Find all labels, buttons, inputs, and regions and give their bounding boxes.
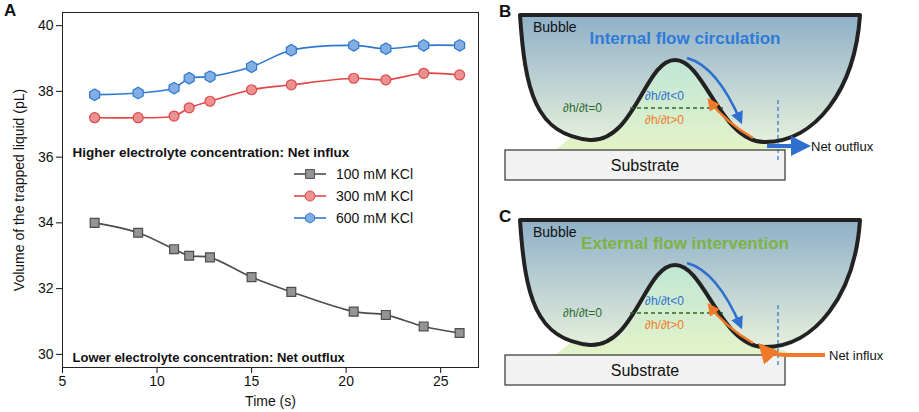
svg-text:38: 38	[38, 83, 54, 99]
svg-text:∂h/∂t<0: ∂h/∂t<0	[645, 294, 684, 308]
svg-text:B: B	[499, 2, 511, 21]
svg-text:External flow intervention: External flow intervention	[581, 234, 789, 253]
svg-text:∂h/∂t=0: ∂h/∂t=0	[563, 306, 602, 320]
html-text:300 mM KCl: 300 mM KCl	[336, 188, 413, 204]
svg-text:C: C	[499, 207, 511, 226]
html-text:600 mM KCl: 600 mM KCl	[336, 210, 413, 226]
svg-text:10: 10	[149, 373, 165, 389]
svg-text:Bubble: Bubble	[533, 224, 577, 240]
svg-text:36: 36	[38, 149, 54, 165]
svg-text:Substrate: Substrate	[611, 362, 680, 379]
html-text:100 mM KCl: 100 mM KCl	[336, 166, 413, 182]
html-text:A: A	[4, 1, 17, 20]
svg-text:∂h/∂t>0: ∂h/∂t>0	[645, 318, 684, 332]
svg-text:Higher electrolyte concentrati: Higher electrolyte concentration: Net in…	[73, 145, 350, 160]
svg-text:Net influx: Net influx	[829, 348, 884, 363]
svg-text:∂h/∂t<0: ∂h/∂t<0	[645, 89, 684, 103]
svg-text:15: 15	[244, 373, 260, 389]
svg-text:Volume of the trapped liquid (: Volume of the trapped liquid (pL)	[11, 89, 27, 291]
svg-text:∂h/∂t>0: ∂h/∂t>0	[645, 113, 684, 127]
svg-text:32: 32	[38, 280, 54, 296]
svg-text:∂h/∂t=0: ∂h/∂t=0	[563, 101, 602, 115]
svg-text:30: 30	[38, 346, 54, 362]
svg-text:20: 20	[338, 373, 354, 389]
svg-text:Bubble: Bubble	[533, 19, 577, 35]
svg-text:Substrate: Substrate	[611, 157, 680, 174]
svg-text:40: 40	[38, 17, 54, 33]
svg-text:Internal flow circulation: Internal flow circulation	[590, 29, 781, 48]
svg-text:5: 5	[59, 373, 67, 389]
svg-text:Time (s): Time (s)	[245, 393, 296, 409]
svg-text:Lower electrolyte concentratio: Lower electrolyte concentration: Net out…	[73, 350, 346, 365]
svg-text:Net outflux: Net outflux	[811, 139, 874, 154]
svg-text:25: 25	[433, 373, 449, 389]
svg-text:34: 34	[38, 214, 54, 230]
